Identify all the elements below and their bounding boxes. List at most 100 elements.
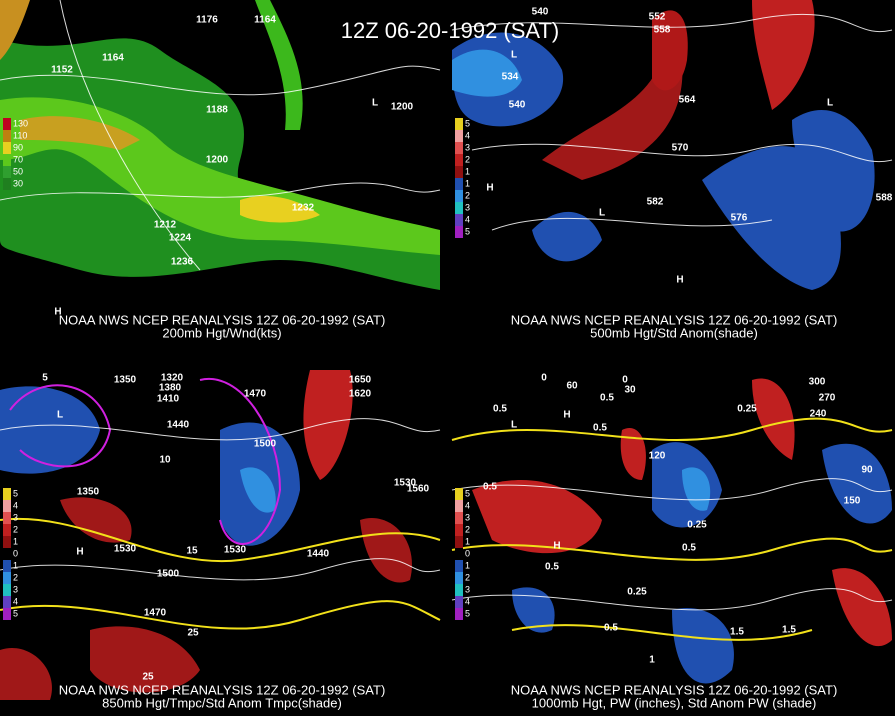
contour-label: 150 [844, 496, 861, 507]
colorbar-label: 4 [13, 500, 18, 510]
colorbar-swatch [455, 608, 463, 620]
colorbar-swatch [3, 572, 11, 584]
contour-label: 0 [622, 375, 628, 386]
contour-label: 0.25 [737, 404, 757, 415]
contour-label: 0.25 [687, 520, 707, 531]
colorbar-swatch [455, 524, 463, 536]
colorbar-swatch [3, 118, 11, 130]
caption: NOAA NWS NCEP REANALYSIS 12Z 06-20-1992 … [511, 312, 838, 327]
contour-label: 1470 [244, 389, 267, 400]
contour-label: 60 [566, 381, 578, 392]
colorbar-label: 0 [13, 548, 18, 558]
colorbar-label: 4 [465, 500, 470, 510]
colorbar-label: 50 [13, 166, 23, 176]
colorbar-swatch [455, 130, 463, 142]
subcaption: 850mb Hgt/Tmpc/Std Anom Tmpc(shade) [102, 695, 342, 710]
contour-label: 558 [654, 25, 671, 36]
contour-label: H [76, 547, 83, 558]
colorbar-label: 4 [465, 214, 470, 224]
colorbar-swatch [455, 548, 463, 560]
colorbar-swatch [455, 536, 463, 548]
subcaption: 200mb Hgt/Wnd(kts) [162, 325, 281, 340]
colorbar-label: 3 [465, 584, 470, 594]
colorbar-label: 3 [465, 202, 470, 212]
contour-label: 540 [509, 100, 526, 111]
contour-label: H [553, 541, 560, 552]
colorbar-label: 3 [13, 512, 18, 522]
panel-850mb [0, 370, 441, 700]
colorbar-swatch [3, 178, 11, 190]
contour-label: 0.5 [545, 562, 559, 573]
contour-label: 0.5 [483, 482, 497, 493]
contour-label: 1530 [394, 478, 417, 489]
contour-label: 564 [679, 95, 696, 106]
contour-label: 570 [672, 143, 689, 154]
contour-label: 30 [624, 385, 636, 396]
colorbar-label: 70 [13, 154, 23, 164]
colorbar-swatch [455, 500, 463, 512]
contour-label: 0.25 [627, 587, 647, 598]
colorbar-swatch [455, 584, 463, 596]
contour-label: 1224 [169, 233, 192, 244]
colorbar-swatch [3, 488, 11, 500]
contour-label: 588 [876, 193, 893, 204]
caption: NOAA NWS NCEP REANALYSIS 12Z 06-20-1992 … [511, 682, 838, 697]
contour-label: 1200 [391, 102, 414, 113]
contour-label: 1164 [254, 15, 276, 26]
contour-label: 1500 [254, 439, 277, 450]
colorbar-label: 4 [465, 130, 470, 140]
colorbar-swatch [455, 154, 463, 166]
colorbar-swatch [455, 202, 463, 214]
contour-label: L [57, 410, 63, 421]
colorbar-label: 3 [465, 512, 470, 522]
colorbar-label: 30 [13, 178, 23, 188]
contour-label: 1176 [196, 15, 218, 26]
colorbar-label: 5 [465, 608, 470, 618]
colorbar-swatch [455, 214, 463, 226]
colorbar-label: 1 [465, 536, 470, 546]
contour-label: 5 [42, 373, 48, 384]
colorbar-label: 90 [13, 142, 23, 152]
colorbar-swatch [455, 142, 463, 154]
colorbar-swatch [455, 166, 463, 178]
title: 12Z 06-20-1992 (SAT) [341, 18, 559, 43]
colorbar-label: 1 [13, 560, 18, 570]
contour-label: L [827, 98, 833, 109]
contour-label: 1200 [206, 155, 229, 166]
colorbar-label: 1 [465, 560, 470, 570]
caption: NOAA NWS NCEP REANALYSIS 12Z 06-20-1992 … [59, 312, 386, 327]
contour-label: 576 [731, 213, 748, 224]
colorbar-label: 1 [13, 536, 18, 546]
contour-label: 0.5 [493, 404, 507, 415]
contour-label: L [372, 98, 378, 109]
colorbar-label: 5 [13, 488, 18, 498]
contour-label: 1.5 [782, 625, 796, 636]
colorbar-swatch [3, 548, 11, 560]
contour-label: 552 [649, 12, 666, 23]
contour-label: 25 [142, 672, 154, 683]
colorbar-label: 110 [13, 130, 27, 140]
contour-label: 1232 [292, 203, 315, 214]
subcaption: 1000mb Hgt, PW (inches), Std Anom PW (sh… [532, 695, 817, 710]
contour-label: 0.5 [600, 393, 614, 404]
colorbar-swatch [455, 190, 463, 202]
panel-500mb [451, 0, 893, 290]
contour-label: 582 [647, 197, 664, 208]
colorbar-swatch [455, 572, 463, 584]
contour-label: 1236 [171, 257, 194, 268]
contour-label: 1.5 [730, 627, 744, 638]
colorbar-label: 5 [13, 608, 18, 618]
colorbar-label: 2 [13, 524, 18, 534]
colorbar-swatch [3, 596, 11, 608]
contour-label: 1500 [157, 569, 180, 580]
contour-label: 1320 [161, 373, 184, 384]
contour-label: 534 [502, 72, 519, 83]
colorbar-swatch [455, 512, 463, 524]
colorbar-swatch [3, 608, 11, 620]
colorbar-swatch [3, 560, 11, 572]
panel-200mb [0, 0, 441, 290]
colorbar-swatch [3, 536, 11, 548]
colorbar-swatch [3, 142, 11, 154]
contour-label: 1410 [157, 394, 180, 405]
panel-1000mb [451, 378, 893, 684]
